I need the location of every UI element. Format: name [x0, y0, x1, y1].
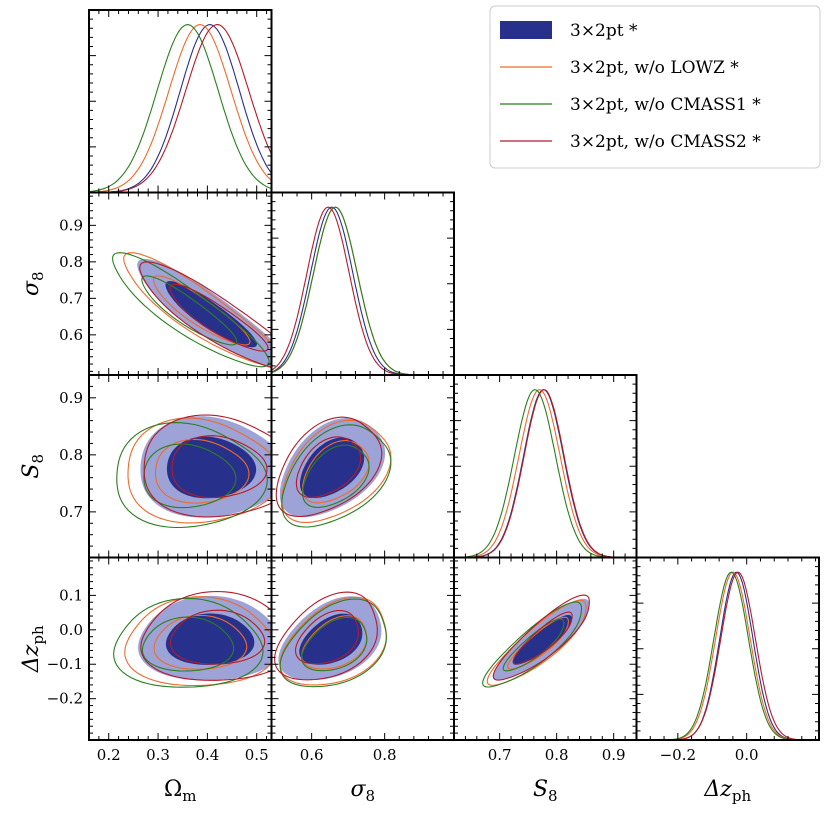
contour68-dz-s8-series-0	[299, 613, 363, 665]
contour95-dz-S8-series-3	[492, 594, 590, 681]
xaxis-label-S8: S8	[533, 777, 558, 805]
contour68-dz-om-series-1	[153, 614, 248, 670]
ytick-label-S8: 0.7	[59, 503, 83, 521]
xtick-label-dz: 0.0	[735, 746, 759, 764]
contour95-S8-s8-series-3	[275, 416, 383, 518]
ytick-label-s8: 0.7	[59, 289, 83, 307]
panel-frame-dz-dz	[635, 556, 820, 741]
contour95-S8-s8-series-2	[281, 424, 392, 528]
contour95-dz-om-series-1	[124, 596, 272, 687]
ytick-label-dz: 0.0	[59, 621, 83, 639]
ytick-label-S8: 0.9	[59, 389, 83, 407]
ytick-label-dz: −0.1	[47, 655, 83, 673]
xtick-label-s8: 0.8	[373, 746, 397, 764]
marginal-dz-series-1	[636, 571, 819, 740]
ytick-label-dz: 0.1	[59, 586, 83, 604]
contour68-dz-S8-series-2	[502, 618, 565, 672]
contour68-dz-s8-series-2	[301, 616, 368, 672]
marginal-s8-series-2	[271, 206, 454, 375]
xtick-label-om: 0.2	[97, 746, 121, 764]
yaxis-label-S8: S8	[19, 454, 47, 479]
xtick-label-S8: 0.8	[545, 746, 569, 764]
panel-S8-s8	[275, 416, 392, 528]
yaxis-label-dz: Δzph	[19, 625, 47, 673]
panel-S8-om	[116, 414, 272, 529]
contour68-dz-om-series-2	[141, 616, 235, 672]
ytick-label-s8: 0.8	[59, 253, 83, 271]
panel-dz-om	[113, 590, 272, 688]
panel-S8-S8	[454, 389, 637, 558]
contour68-S8-s8-series-3	[295, 436, 362, 498]
legend-frame	[489, 5, 821, 169]
legend-label-3: 3×2pt, w/o CMASS2 *	[570, 132, 761, 152]
marginal-om-series-3	[89, 24, 272, 193]
xtick-label-S8: 0.9	[602, 746, 626, 764]
contour68-S8-om-series-2	[143, 443, 237, 509]
contour68-S8-s8-series-2	[302, 444, 370, 508]
legend: 3×2pt * 3×2pt, w/o LOWZ * 3×2pt, w/o CMASS…	[489, 5, 821, 169]
contour68-S8-om-series-1	[154, 438, 250, 504]
contour95-S8-s8-series-1	[281, 419, 392, 523]
panel-dz-s8	[274, 591, 387, 688]
marginal-S8-series-0	[454, 389, 637, 558]
contour95-dz-S8-series-2	[482, 601, 583, 688]
xtick-label-S8: 0.7	[488, 746, 512, 764]
panel-dz-S8	[482, 594, 590, 688]
panel-om-om	[89, 24, 272, 193]
contour68-dz-S8-series-3	[512, 611, 573, 665]
contour68-S8-om-series-0	[166, 436, 257, 499]
panel-s8-s8	[271, 206, 454, 375]
contour68-s8-om-series-2	[141, 275, 238, 346]
xaxis-label-dz: Δzph	[703, 777, 751, 805]
yaxis-label-s8: σ8	[19, 271, 47, 296]
legend-label-1: 3×2pt, w/o LOWZ *	[570, 58, 739, 78]
panel-dz-dz	[636, 571, 819, 740]
legend-label-2: 3×2pt, w/o CMASS1 *	[570, 95, 761, 115]
ytick-label-s8: 0.9	[59, 216, 83, 234]
panel-frame-om-om	[88, 9, 273, 194]
contour95-dz-s8-series-2	[279, 598, 387, 688]
panel-s8-om	[112, 252, 272, 369]
marginal-S8-series-2	[454, 389, 637, 558]
marginal-S8-series-1	[454, 389, 637, 558]
ytick-label-S8: 0.8	[59, 446, 83, 464]
contour95-s8-om-series-1	[123, 252, 272, 368]
contour95-S8-om-series-3	[143, 414, 272, 518]
xaxis-label-om: Ωm	[164, 777, 196, 805]
contour95-dz-om-series-3	[140, 590, 272, 681]
marginal-s8-series-0	[271, 206, 454, 375]
xtick-label-dz: −0.2	[660, 746, 696, 764]
contour68-S8-om-series-3	[171, 435, 268, 499]
marginal-S8-series-3	[454, 389, 637, 558]
contour68-s8-om-series-3	[169, 283, 269, 352]
contour68-dz-s8-series-3	[294, 609, 359, 665]
marginal-om-series-2	[89, 24, 272, 193]
panel-frame-s8-s8	[270, 191, 455, 376]
marginal-s8-series-3	[271, 206, 454, 375]
contour95-S8-om-series-2	[116, 422, 268, 529]
contour68-dz-S8-series-0	[512, 614, 572, 665]
marginal-s8-series-1	[271, 206, 454, 375]
marginal-dz-series-0	[636, 571, 819, 740]
marginal-om-series-1	[89, 24, 272, 193]
contour68-dz-om-series-3	[169, 609, 266, 665]
ytick-label-s8: 0.6	[59, 326, 83, 344]
xtick-label-s8: 0.6	[300, 746, 324, 764]
marginal-dz-series-2	[636, 571, 819, 740]
xtick-label-om: 0.5	[245, 746, 269, 764]
legend-swatch-0	[500, 21, 552, 39]
xaxis-label-s8: σ8	[350, 777, 375, 805]
contour95-dz-om-series-2	[113, 597, 264, 688]
legend-label-0: 3×2pt *	[570, 21, 638, 41]
contour95-s8-om-series-3	[139, 261, 272, 369]
panel-frame-S8-S8	[453, 374, 638, 559]
marginal-dz-series-3	[636, 571, 819, 740]
contour95-s8-om-series-2	[112, 252, 270, 368]
contour68-S8-s8-series-0	[300, 437, 365, 498]
xtick-label-om: 0.3	[146, 746, 170, 764]
contour95-dz-s8-series-3	[274, 591, 378, 681]
ytick-label-dz: −0.2	[47, 690, 83, 708]
xtick-label-om: 0.4	[195, 746, 219, 764]
